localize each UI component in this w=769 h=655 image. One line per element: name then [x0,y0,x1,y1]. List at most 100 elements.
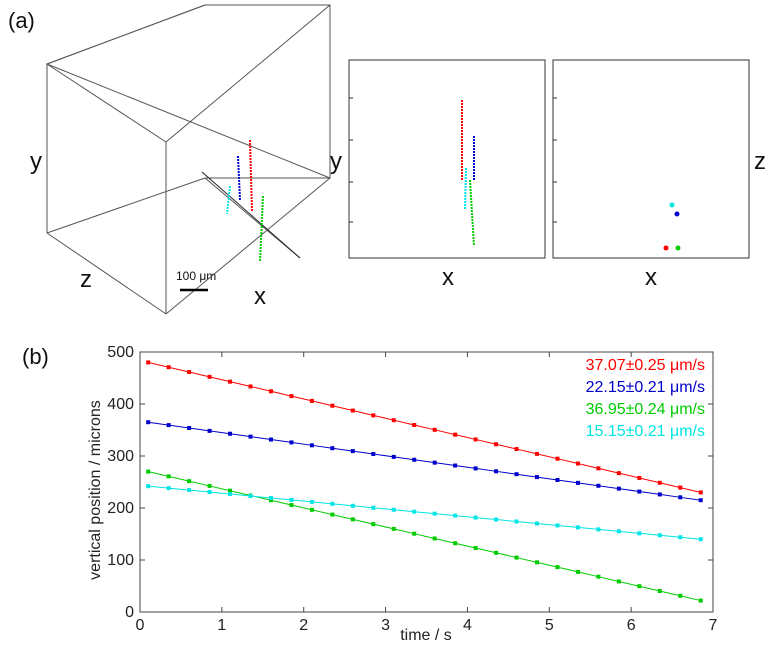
series-point-0 [289,394,294,399]
series-point-0 [187,370,192,375]
x-tick-label: 6 [627,617,636,634]
series-point-0 [146,360,151,365]
plot-frame [139,351,714,613]
series-point-3 [248,493,253,498]
series-point-2 [678,593,683,598]
x-tick-label: 2 [299,617,308,634]
series-point-1 [350,449,355,454]
series-point-3 [289,497,294,502]
xy-traj-green [469,179,475,247]
series-line-3 [148,485,701,540]
x-tick-label: 7 [709,617,718,634]
series-point-2 [575,569,580,574]
xy-view-frame [348,59,546,259]
xy-traj-cyan [464,167,467,211]
cube-edge-top-right [165,4,331,143]
series-point-0 [596,466,601,471]
series-point-0 [575,461,580,466]
series-point-3 [678,535,683,540]
series-point-2 [514,555,519,560]
series-point-2 [555,565,560,570]
xz-view-x-label: x [645,264,657,291]
x-tick-label: 1 [217,617,226,634]
cube-traj-red [249,139,253,213]
xy-view-x-label: x [442,264,454,291]
series-point-0 [535,451,540,456]
y-tick-label: 0 [125,604,134,621]
series-point-2 [698,598,703,603]
chart-legend: 37.07±0.25 μm/s 22.15±0.21 μm/s 36.95±0.24… [586,357,705,440]
series-point-0 [473,437,478,442]
series-point-2 [166,474,171,479]
xy-view-y-label: y [330,148,342,175]
series-point-3 [371,505,376,510]
cube-trajectories [226,139,264,263]
xy-view-trajectories [461,100,475,247]
series-point-1 [535,475,540,480]
series-point-1 [391,454,396,459]
series-point-0 [166,365,171,370]
x-axis-title: time / s [400,627,452,644]
series-point-3 [268,495,273,500]
series-point-3 [453,513,458,518]
series-point-3 [535,521,540,526]
cube-traj-blue [237,155,241,201]
series-point-3 [350,503,355,508]
series-point-1 [412,457,417,462]
series-point-1 [494,469,499,474]
series-point-2 [268,498,273,503]
series-point-2 [146,469,151,474]
cube-edge-inner-2 [46,177,206,234]
series-point-0 [228,379,233,384]
series-point-3 [391,507,396,512]
series-point-3 [412,509,417,514]
series-point-0 [616,471,621,476]
series-point-3 [616,529,621,534]
series-point-1 [432,460,437,465]
series-point-3 [657,533,662,538]
x-tick-label: 5 [545,617,554,634]
series-point-2 [330,512,335,517]
cube-x-axis-label: x [254,283,266,310]
series-point-0 [678,485,683,490]
series-point-1 [637,489,642,494]
series-point-1 [514,472,519,477]
xz-view-points [663,202,681,251]
legend-entry-0: 37.07±0.25 μm/s [586,357,705,374]
cube-traj-green [259,195,264,263]
y-tick-label: 100 [107,552,134,569]
series-point-0 [494,442,499,447]
cube-y-axis-label: y [30,148,42,175]
series-point-2 [187,479,192,484]
cube-edge-back-top [46,4,206,65]
scale-bar-label: 100 μm [176,269,217,283]
chart-series [146,360,703,603]
series-point-2 [432,536,437,541]
y-tick-label: 400 [107,396,134,413]
series-point-3 [555,523,560,528]
series-point-0 [657,480,662,485]
series-point-1 [371,451,376,456]
series-point-3 [596,527,601,532]
series-point-0 [637,475,642,480]
series-point-2 [309,507,314,512]
series-point-3 [637,531,642,536]
xz-point-cyan [669,202,675,208]
series-point-2 [391,526,396,531]
y-axis-title: vertical position / microns [87,400,104,580]
series-point-3 [207,490,212,495]
series-point-0 [207,374,212,379]
series-point-2 [207,483,212,488]
panel-a-label: (a) [8,8,35,33]
series-point-0 [309,398,314,403]
series-point-2 [453,541,458,546]
x-tick-label: 3 [381,617,390,634]
series-point-1 [596,483,601,488]
series-point-1 [289,440,294,445]
series-point-1 [146,420,151,425]
series-point-0 [371,413,376,418]
series-point-1 [166,423,171,428]
series-point-2 [289,503,294,508]
series-point-0 [432,427,437,432]
